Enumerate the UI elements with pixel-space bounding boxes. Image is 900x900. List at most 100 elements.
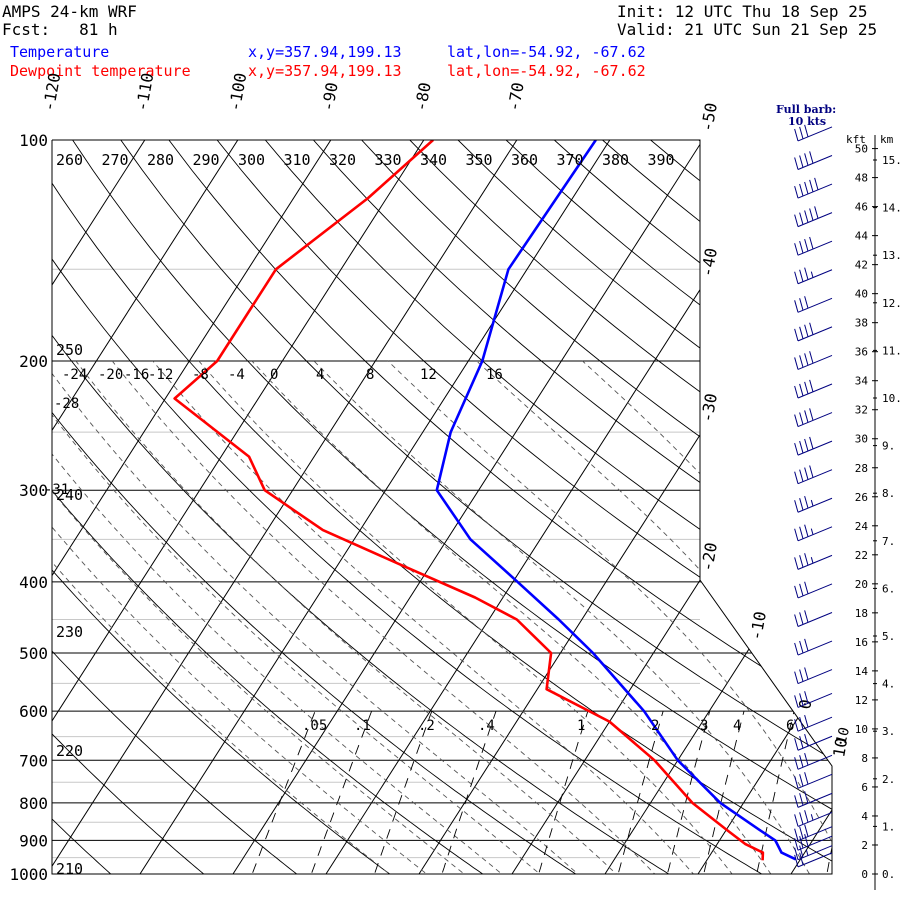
mixing-ratio-line — [823, 711, 832, 874]
init-time: Init: 12 UTC Thu 18 Sep 25 — [617, 2, 868, 21]
mixing-ratio-line — [245, 711, 316, 874]
km-tick-label: 8. — [882, 487, 895, 500]
isotherm-label: -110 — [132, 71, 157, 112]
moist-adiabat-label: 0 — [270, 367, 278, 383]
mixing-ratio-label: 6 — [786, 718, 794, 734]
moist-adiabat-line — [582, 360, 832, 874]
dry-adiabat-side-label: 250 — [56, 341, 83, 359]
mixing-ratio-line — [305, 711, 373, 874]
mixing-ratio-label: .2 — [418, 718, 435, 734]
moist-adiabat-line — [52, 360, 521, 874]
kft-tick-label: 18 — [855, 607, 868, 620]
km-tick-label: 5. — [882, 630, 895, 643]
mixing-ratio-line — [663, 711, 711, 874]
isotherm-label: -10 — [746, 610, 770, 642]
dry-adiabat-line — [52, 140, 129, 874]
moist-adiabat-line — [75, 360, 633, 874]
kft-tick-label: 26 — [855, 491, 868, 504]
kft-tick-label: 10 — [855, 723, 868, 736]
kft-tick-label: 46 — [855, 201, 868, 214]
km-tick-label: 15. — [882, 154, 900, 167]
moist-adiabat-line — [52, 360, 410, 874]
dry-adiabat-label: 320 — [329, 151, 356, 169]
mixing-ratio-label: 1 — [577, 718, 585, 734]
isotherm-label: -30 — [697, 392, 721, 424]
wind-barb — [794, 753, 833, 770]
wind-barb — [794, 553, 833, 570]
moist-adiabat-line — [313, 360, 819, 874]
dry-adiabat-line — [120, 140, 832, 874]
kft-tick-label: 34 — [855, 375, 869, 388]
dry-adiabat-line — [52, 140, 318, 874]
moist-adiabat-line — [152, 360, 707, 874]
kft-tick-label: 0 — [861, 868, 868, 881]
km-tick-label: 6. — [882, 582, 895, 595]
wind-barb — [794, 581, 833, 599]
isotherm-label: -40 — [697, 247, 721, 279]
pressure-tick-label: 900 — [19, 831, 48, 850]
wind-barb — [794, 810, 833, 827]
model-title: AMPS 24-km WRF — [2, 2, 137, 21]
dry-adiabat-label: 340 — [420, 151, 447, 169]
pressure-tick-label: 800 — [19, 794, 48, 813]
kft-tick-label: 42 — [855, 259, 868, 272]
dry-adiabat-label: 310 — [284, 151, 311, 169]
kft-tick-label: 28 — [855, 462, 868, 475]
kft-tick-label: 2 — [861, 839, 868, 852]
wind-barb — [794, 772, 833, 789]
dry-adiabat-label: 390 — [648, 151, 675, 169]
legend-temperature-label: Temperature — [10, 43, 110, 61]
dry-adiabat-line — [313, 140, 832, 874]
isotherm-label: -90 — [318, 81, 342, 113]
moist-adiabat-label: -16 — [124, 367, 149, 383]
dry-adiabat-line — [52, 140, 832, 874]
mixing-ratio-line — [533, 711, 589, 874]
wind-barb — [794, 379, 833, 399]
legend-temperature-xy: x,y=357.94,199.13 — [248, 43, 402, 61]
kft-tick-label: 16 — [855, 636, 868, 649]
moist-adiabat-label: -24 — [62, 367, 87, 383]
wind-barb — [794, 733, 833, 751]
kft-tick-label: 40 — [855, 288, 868, 301]
dry-adiabat-line — [52, 140, 695, 874]
forecast-hour: Fcst: 81 h — [2, 20, 118, 39]
kft-tick-label: 8 — [861, 752, 868, 765]
isotherm-line — [52, 140, 332, 874]
dry-adiabat-side-label: 220 — [56, 742, 83, 760]
wind-barb — [794, 852, 833, 868]
dry-adiabat-line — [52, 140, 789, 874]
moist-adiabat-label: -31 — [44, 482, 69, 498]
dry-adiabat-label: 360 — [511, 151, 538, 169]
isotherm-line — [52, 140, 146, 874]
wind-barb — [794, 236, 833, 256]
pressure-tick-label: 200 — [19, 352, 48, 371]
barb-key-line2: 10 kts — [788, 115, 827, 128]
legend-temperature-latlon: lat,lon=-54.92, -67.62 — [447, 43, 646, 61]
mixing-ratio-label: 4 — [733, 718, 741, 734]
isotherm-label: -100 — [225, 71, 250, 112]
mixing-ratio-line — [436, 711, 497, 874]
dry-adiabat-line — [264, 140, 832, 874]
moist-adiabat-line — [52, 360, 447, 874]
isotherm-line — [52, 140, 518, 874]
moist-adiabat-line — [52, 360, 484, 874]
mixing-ratio-line — [613, 711, 664, 874]
wind-barb — [794, 436, 833, 456]
moist-adiabat-line — [198, 360, 745, 874]
isotherm-line — [52, 140, 425, 874]
dry-adiabat-label: 300 — [238, 151, 265, 169]
dewpoint-profile — [173, 140, 765, 861]
dry-adiabat-line — [746, 140, 832, 874]
barb-key-line1: Full barb: — [776, 103, 837, 116]
mixing-ratio-line — [752, 711, 795, 874]
isotherm-line — [697, 140, 832, 874]
km-tick-label: 14. — [882, 202, 900, 215]
isotherm-label: -80 — [411, 81, 435, 113]
pressure-tick-label: 100 — [19, 131, 48, 150]
km-tick-label: 2. — [882, 773, 895, 786]
moist-adiabat-label: 12 — [420, 367, 437, 383]
km-tick-label: 3. — [882, 725, 895, 738]
dry-adiabat-line — [72, 140, 832, 874]
